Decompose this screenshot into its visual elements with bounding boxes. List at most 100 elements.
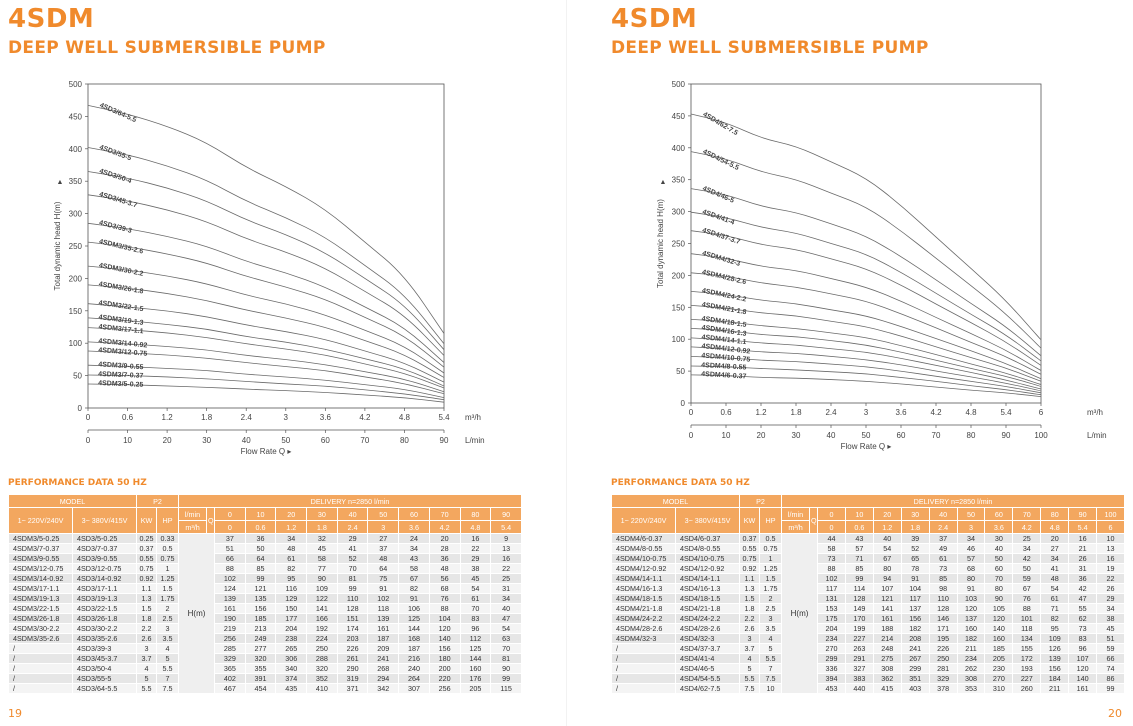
power-kw: 0.75: [136, 563, 157, 574]
head-value: 80: [956, 573, 986, 584]
model-three-phase: 4SD3/22-1.5: [72, 603, 137, 614]
unit-lmin: l/min: [178, 507, 208, 521]
x-tick-label-lmin: 60: [321, 436, 330, 445]
head-value: 28: [428, 543, 461, 554]
head-value: 74: [1096, 663, 1125, 674]
head-value: 99: [490, 673, 522, 684]
head-value: 88: [817, 563, 846, 574]
curve-label: 4SD3/39-3: [98, 220, 132, 235]
head-value: 81: [336, 573, 369, 584]
head-value: 39: [900, 533, 930, 544]
head-value: 47: [490, 613, 522, 624]
table-row: 4SDM4/28-2.6 4SD4/28-2.6 2.6 3.5 204 199 188 18…: [611, 623, 1125, 634]
head-value: 66: [214, 553, 246, 564]
head-value: 102: [367, 593, 400, 604]
head-value: 176: [459, 673, 492, 684]
power-hp: 5: [758, 643, 783, 654]
power-hp: 5.5: [155, 663, 180, 674]
flow-m3h-header: 1.8: [306, 520, 338, 534]
head-value: 70: [984, 573, 1014, 584]
table-row: 4SDM4/21-1.8 4SD4/21-1.8 1.8 2.5 153 149 141 13…: [611, 603, 1125, 614]
power-kw: 0.92: [136, 573, 157, 584]
head-value: 57: [956, 553, 986, 564]
table-row: 4SDM4/18-1.5 4SD4/18-1.5 1.5 2 131 128 121 117 1…: [611, 593, 1125, 604]
head-value: 120: [1068, 663, 1098, 674]
head-value: 149: [844, 603, 874, 614]
model-three-phase: 4SD3/55-5: [72, 673, 137, 684]
x-tick-label-lmin: 30: [202, 436, 211, 445]
head-value: 75: [367, 573, 400, 584]
power-kw: 1.1: [739, 573, 760, 584]
head-value: 95: [275, 573, 308, 584]
head-value: 24: [398, 533, 430, 544]
x-tick-label-m3h: 1.2: [162, 413, 174, 422]
head-value: 36: [428, 553, 461, 564]
head-value: 137: [900, 603, 930, 614]
head-value: 73: [928, 563, 958, 574]
y-tick-label: 500: [69, 80, 83, 89]
curve-label: 4SDM4/28-2.6: [701, 269, 747, 286]
flow-lmin-header: 10: [844, 507, 874, 521]
flow-m3h-header: 3.6: [398, 520, 430, 534]
power-hp: 1.25: [758, 563, 783, 574]
head-value: 42: [1068, 583, 1098, 594]
power-hp: 2: [155, 603, 180, 614]
head-value: 54: [1040, 583, 1070, 594]
x-tick-label-m3h: 4.8: [399, 413, 411, 422]
head-value: 285: [214, 643, 246, 654]
head-value: 103: [956, 593, 986, 604]
head-value: 192: [306, 623, 338, 634]
head-value: 299: [900, 663, 930, 674]
table-row: 4SDM4/10-0.75 4SD4/10-0.75 0.75 1 73 71 67 65 61…: [611, 553, 1125, 564]
head-value: 54: [490, 623, 522, 634]
head-value: 185: [984, 643, 1014, 654]
power-kw: 0.55: [739, 543, 760, 554]
model-single-phase: /: [611, 653, 676, 664]
model-three-phase: 4SD3/39-3: [72, 643, 137, 654]
flow-m3h-header: 3.6: [984, 520, 1014, 534]
head-value: 78: [900, 563, 930, 574]
head-value: 394: [817, 673, 846, 684]
q-header: Q: [809, 507, 819, 534]
head-value: 156: [1040, 663, 1070, 674]
x-tick-label-m3h: 1.8: [201, 413, 213, 422]
head-value: 234: [956, 653, 986, 664]
head-value: 80: [872, 563, 902, 574]
x-tick-label-m3h: 4.8: [965, 408, 977, 417]
head-value: 294: [367, 673, 400, 684]
power-kw: 5: [739, 663, 760, 674]
head-value: 256: [214, 633, 246, 644]
x-tick-label-lmin: 10: [123, 436, 132, 445]
flow-m3h-header: 5.4: [1068, 520, 1098, 534]
model-single-phase: 4SDM4/12-0.92: [611, 563, 676, 574]
pump-curve: [87, 374, 445, 401]
pump-curve: [87, 383, 445, 403]
head-value: 248: [872, 643, 902, 654]
three-phase-header: 3~ 380V/415V: [675, 507, 740, 534]
performance-title: PERFORMANCE DATA 50 HZ: [8, 478, 147, 488]
head-value: 20: [1040, 533, 1070, 544]
head-value: 140: [428, 633, 461, 644]
head-value: 320: [244, 653, 277, 664]
flow-m3h-header: 1.2: [872, 520, 902, 534]
head-value: 188: [872, 623, 902, 634]
curve-label: 4SD4/37-3.7: [701, 227, 741, 246]
head-value: 329: [214, 653, 246, 664]
flow-lmin-header: 30: [306, 507, 338, 521]
power-hp: 0.5: [758, 533, 783, 544]
table-row: 4SDM3/22-1.5 4SD3/22-1.5 1.5 2 161 156 150 141 1…: [8, 603, 522, 614]
model-single-phase: /: [8, 663, 73, 674]
power-kw: 3: [136, 643, 157, 654]
y-tick-label: 450: [69, 112, 83, 121]
model-single-phase: 4SDM3/22-1.5: [8, 603, 73, 614]
flow-lmin-header: 70: [1012, 507, 1042, 521]
x-axis-label: Flow Rate Q ▸: [241, 447, 292, 456]
flow-lmin-header: 0: [817, 507, 846, 521]
x-tick-label-lmin: 70: [932, 431, 941, 440]
x-tick-label-m3h: 4.2: [359, 413, 371, 422]
head-value: 185: [244, 613, 277, 624]
y-axis-arrow-icon: ▲: [57, 179, 64, 186]
head-value: 250: [928, 653, 958, 664]
pump-curve: [87, 317, 445, 387]
